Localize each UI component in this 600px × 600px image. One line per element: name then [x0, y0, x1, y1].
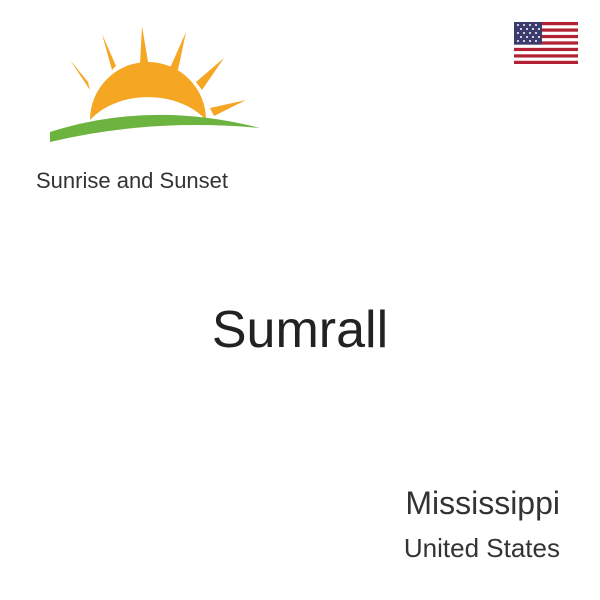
us-flag-icon: [514, 22, 578, 64]
city-name: Sumrall: [0, 300, 600, 360]
logo-tagline: Sunrise and Sunset: [36, 168, 290, 194]
country-name: United States: [404, 533, 560, 564]
site-logo: Sunrise and Sunset: [30, 20, 290, 194]
sunrise-icon: [30, 20, 270, 160]
region-name: Mississippi: [405, 485, 560, 522]
